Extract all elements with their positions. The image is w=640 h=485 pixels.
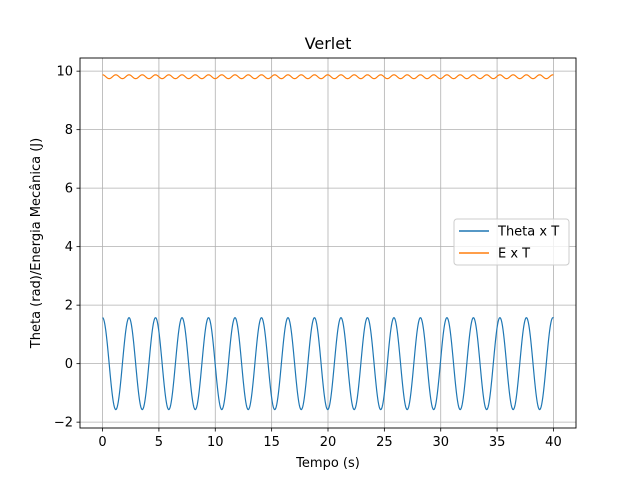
series-lines (102, 74, 554, 411)
y-tick-label: 10 (56, 65, 73, 80)
y-axis-label: Theta (rad)/Energia Mecânica (J) (29, 138, 44, 349)
x-axis-label: Tempo (s) (295, 456, 360, 471)
y-tick-label: −2 (54, 416, 73, 431)
chart-title: Verlet (305, 34, 352, 53)
x-tick-label: 20 (320, 435, 337, 450)
y-tick-label: 6 (65, 182, 73, 197)
x-tick-label: 35 (489, 435, 506, 450)
legend-label-energy: E x T (498, 247, 530, 262)
y-tick-label: 0 (65, 357, 73, 372)
series-line-1 (102, 74, 554, 80)
y-tick-label: 4 (65, 240, 73, 255)
x-tick-label: 40 (545, 435, 562, 450)
legend: Theta x T E x T (453, 218, 570, 266)
x-tick-label: 5 (155, 435, 163, 450)
y-tick-label: 2 (65, 299, 73, 314)
x-tick-label: 25 (376, 435, 393, 450)
y-tick-label: 8 (65, 123, 73, 138)
x-tick-label: 30 (432, 435, 449, 450)
x-tick-label: 10 (207, 435, 224, 450)
x-tick-label: 15 (263, 435, 280, 450)
tick-marks: 0 5 10 15 20 25 30 35 40 −2 0 2 4 6 8 10 (54, 65, 562, 450)
x-tick-label: 0 (98, 435, 106, 450)
series-line-0 (102, 317, 554, 411)
legend-label-theta: Theta x T (497, 225, 559, 240)
